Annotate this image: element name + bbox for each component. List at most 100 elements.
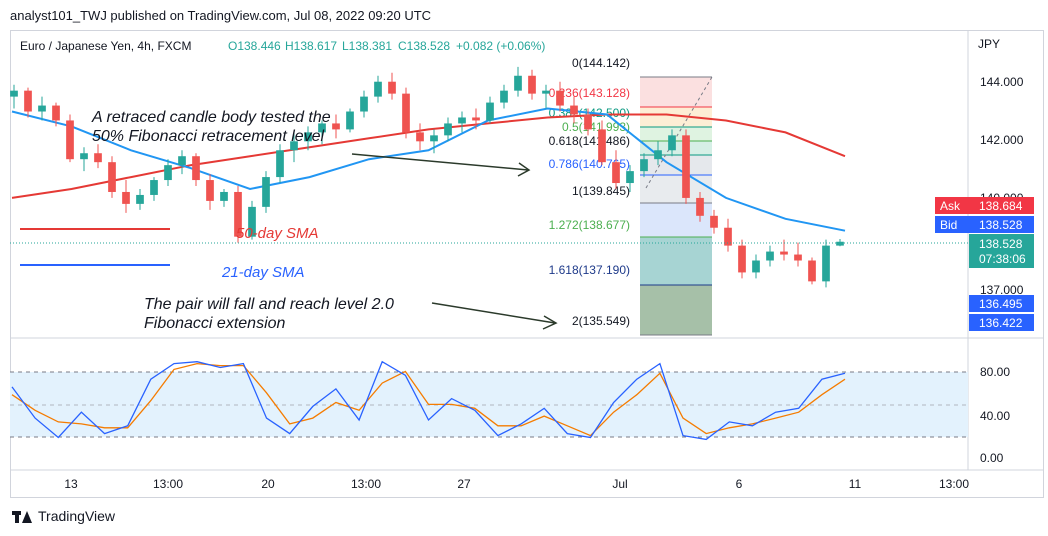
fib-label: 2(135.549) <box>572 314 630 328</box>
stoch-d-line <box>11 362 846 437</box>
candle-body <box>500 90 508 103</box>
fib-label: 0(144.142) <box>572 56 630 70</box>
candle-body <box>276 150 284 178</box>
candle-body <box>696 197 704 216</box>
fib-zone-1272-1618 <box>640 237 712 285</box>
time-tick: 6 <box>736 477 743 491</box>
arrow-fall-head <box>542 315 558 330</box>
candle-body <box>52 105 60 121</box>
candle-body <box>612 162 620 184</box>
candle-body <box>710 215 718 228</box>
candle-body <box>458 117 466 124</box>
candle-body <box>416 132 424 142</box>
candle-body <box>388 81 396 94</box>
candle-body <box>822 245 830 282</box>
fib-zone-05-0618 <box>640 141 712 155</box>
bid-tag-label: Bid <box>940 218 957 232</box>
candle-body <box>584 114 592 130</box>
sma50-line <box>11 113 846 199</box>
time-tick: 11 <box>849 477 862 491</box>
fib-zone-0618-0786 <box>640 155 712 175</box>
time-tick: Jul <box>612 477 627 491</box>
candle-body <box>136 194 144 204</box>
publisher-line: analyst101_TWJ published on TradingView.… <box>10 8 432 23</box>
time-tick: 13:00 <box>351 477 381 491</box>
fib-zone-0-0236 <box>640 77 712 107</box>
candle-body <box>164 165 172 181</box>
candle-body <box>836 241 844 246</box>
candle-body <box>206 180 214 201</box>
candle-body <box>570 105 578 115</box>
candle-body <box>346 111 354 130</box>
fib-label: 0.236(143.128) <box>549 86 630 100</box>
time-tick: 13 <box>64 477 78 491</box>
candle-body <box>808 260 816 282</box>
chart-frame <box>10 30 1044 498</box>
candle-body <box>262 177 270 207</box>
sma21-line <box>11 107 846 232</box>
arrow-fall <box>431 302 556 324</box>
fib-label: 1.618(137.190) <box>549 263 630 277</box>
candle-body <box>598 129 606 163</box>
footer-brand[interactable]: TradingView <box>12 508 115 524</box>
stoch-band <box>10 372 968 437</box>
fib-label: 1.272(138.677) <box>549 218 630 232</box>
candle-body <box>360 96 368 112</box>
candle-body <box>178 156 186 166</box>
candle-body <box>556 90 564 106</box>
legend-label-50: 50-day SMA <box>236 225 319 242</box>
candle-body <box>80 153 88 160</box>
candle-body <box>290 141 298 151</box>
candle-body <box>528 75 536 94</box>
candle-body <box>94 153 102 163</box>
price-tag-box-1 <box>969 295 1034 312</box>
fib-zone-0382-05 <box>640 127 712 141</box>
time-tick: 20 <box>261 477 275 491</box>
ohlc-high: H138.617 <box>285 39 337 53</box>
candle-body <box>430 135 438 142</box>
time-tick: 27 <box>457 477 471 491</box>
annotation-retrace-line2: 50% Fibonacci retracement level <box>92 128 325 145</box>
candle-body <box>402 93 410 133</box>
fib-lines <box>640 76 713 336</box>
price-tick: 144.000 <box>980 75 1024 89</box>
candle-body <box>738 245 746 273</box>
candle-body <box>332 123 340 130</box>
price-tick: 137.000 <box>980 283 1024 297</box>
candle-body <box>150 180 158 195</box>
candle-body <box>682 135 690 198</box>
fib-zone-1618-2 <box>640 285 712 335</box>
candle-body <box>318 123 326 133</box>
last-price-box <box>969 234 1034 268</box>
ohlc-change: +0.082 (+0.06%) <box>456 39 545 53</box>
fib-label: 0.786(140.765) <box>549 157 630 171</box>
price-chart[interactable]: 0(144.142)0.236(143.128)0.382(142.500)0.… <box>0 0 1048 500</box>
price-tag-2: 136.422 <box>979 316 1023 330</box>
symbol-name: Euro / Japanese Yen, 4h, FXCM <box>20 39 191 53</box>
annotation-retrace-line1: A retraced candle body tested the <box>91 109 331 126</box>
annotation-arrows <box>351 153 558 330</box>
footer-brand-name: TradingView <box>38 508 116 524</box>
candle-body <box>654 150 662 160</box>
candle-body <box>514 75 522 91</box>
candle-body <box>122 191 130 204</box>
ask-tag-label: Ask <box>940 199 961 213</box>
price-axis-currency: JPY <box>978 37 1000 51</box>
fib-zone-0236-0382 <box>640 107 712 127</box>
candle-body <box>234 191 242 237</box>
candle-body <box>542 90 550 94</box>
price-tick: 142.000 <box>980 133 1024 147</box>
candle-body <box>486 102 494 121</box>
osc-tick: 80.00 <box>980 365 1010 379</box>
candle-body <box>192 156 200 181</box>
stoch-k-line <box>11 360 846 441</box>
candle-body <box>38 105 46 112</box>
ask-value-box <box>969 197 1034 214</box>
price-tag-1: 136.495 <box>979 297 1023 311</box>
osc-tick: 0.00 <box>980 451 1004 465</box>
last-price-value: 138.528 <box>979 237 1023 251</box>
candle-body <box>220 191 228 201</box>
bid-value-box <box>969 216 1034 233</box>
ohlc-open: O138.446 <box>228 39 281 53</box>
candle-body <box>724 227 732 246</box>
